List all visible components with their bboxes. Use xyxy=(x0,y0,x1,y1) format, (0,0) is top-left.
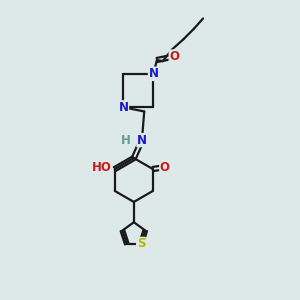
Text: N: N xyxy=(118,101,128,114)
Text: S: S xyxy=(136,237,145,250)
Text: N: N xyxy=(137,134,147,147)
Text: O: O xyxy=(169,50,179,63)
Text: O: O xyxy=(160,161,170,174)
Text: H: H xyxy=(121,134,131,147)
Text: N: N xyxy=(148,67,158,80)
Text: HO: HO xyxy=(92,161,111,174)
